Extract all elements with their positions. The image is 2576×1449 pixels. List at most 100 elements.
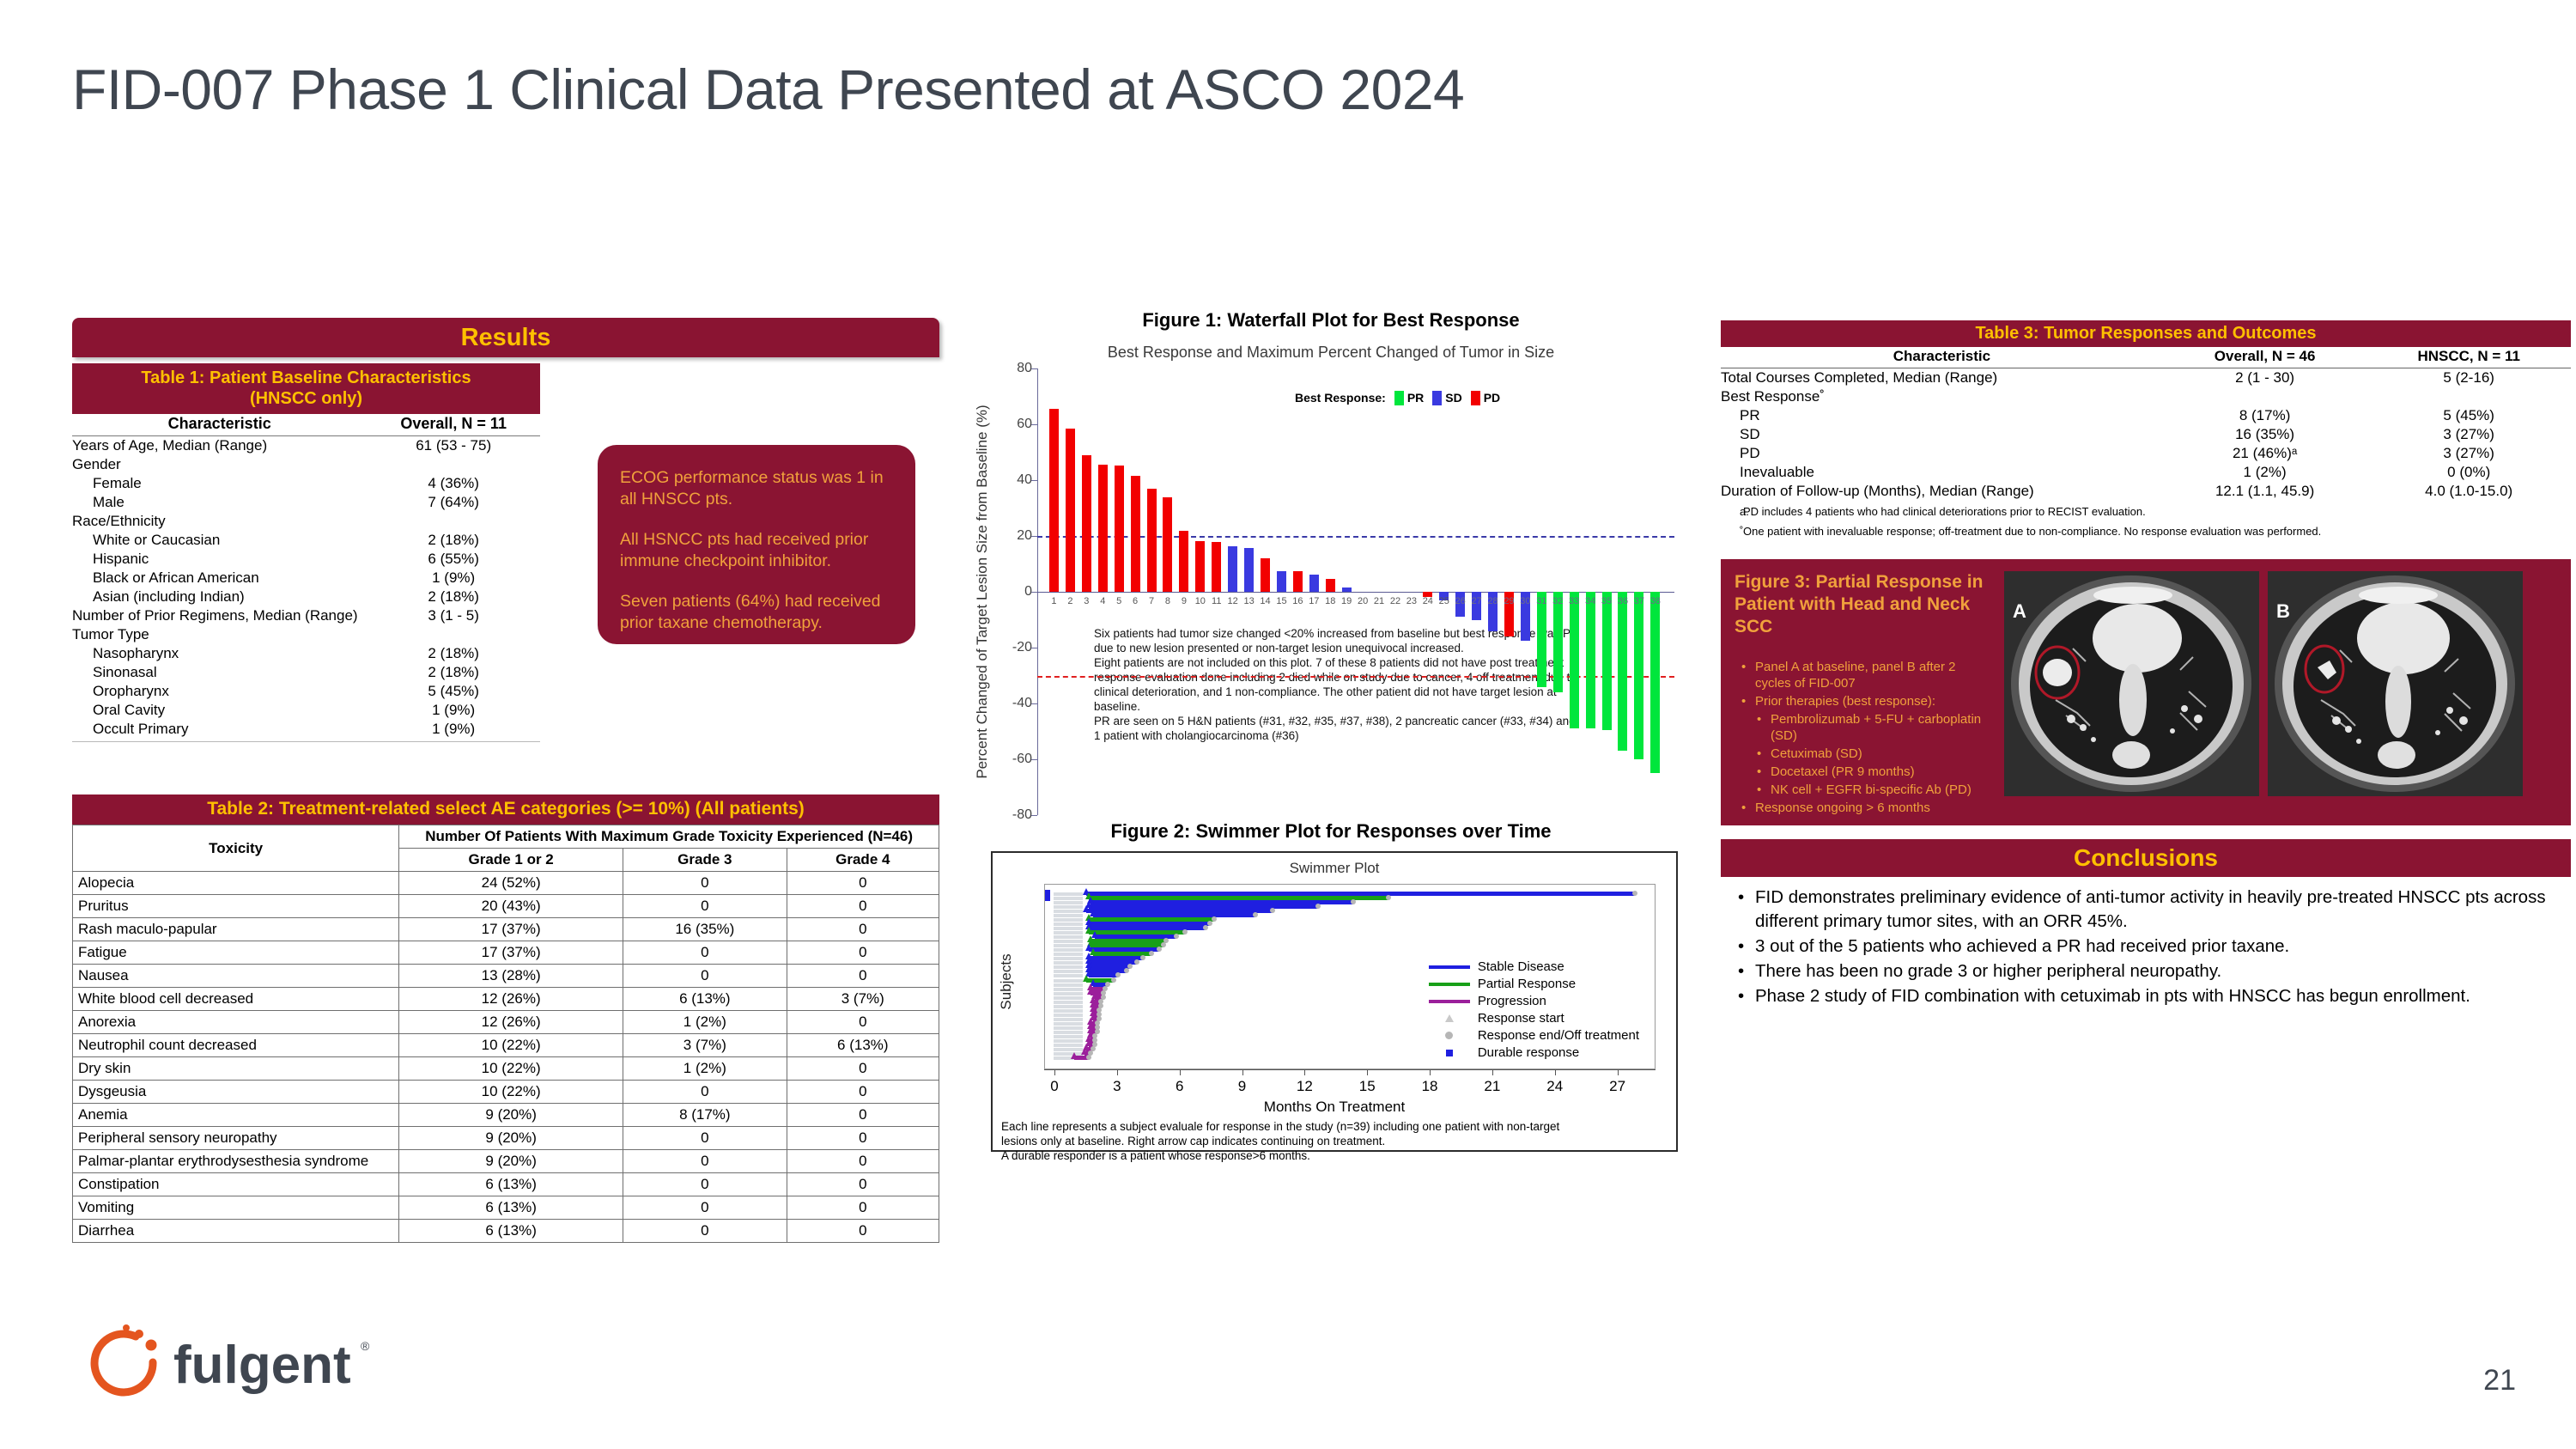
waterfall-x-tick: 28 — [1487, 596, 1498, 606]
waterfall-bar — [1439, 592, 1449, 601]
waterfall-bar — [1488, 592, 1498, 631]
swimmer-baseline-bar — [1054, 892, 1083, 896]
swimmer-bar — [1091, 986, 1106, 991]
swimmer-baseline-bar — [1054, 970, 1083, 974]
swimmer-baseline-bar — [1054, 974, 1083, 978]
table2-head: Toxicity Number Of Patients With Maximum… — [71, 825, 940, 872]
figure3-title: Figure 3: Partial Response in Patient wi… — [1735, 572, 1984, 636]
table2-col-header: Grade 4 — [786, 848, 940, 872]
waterfall-bar — [1179, 530, 1189, 592]
swimmer-baseline-bar — [1054, 983, 1083, 987]
page-number: 21 — [2483, 1364, 2516, 1397]
table2-cell-g4: 0 — [786, 964, 940, 988]
table3-row-label: PD — [1740, 445, 1760, 461]
table1-row-value: 1 (9%) — [432, 569, 476, 586]
waterfall-y-tickmark — [1031, 592, 1037, 593]
swimmer-bar — [1092, 952, 1151, 957]
waterfall-legend-label: PD — [1483, 391, 1501, 405]
table3-cell-overall: 21 (46%)ᵃ — [2232, 445, 2298, 461]
response-start-marker — [1084, 914, 1092, 922]
swimmer-bar — [1092, 982, 1108, 987]
swimmer-x-tick: 3 — [1113, 1078, 1121, 1094]
table-row: Total Courses Completed, Median (Range) 2… — [1721, 368, 2571, 388]
swimmer-baseline-bar — [1054, 1034, 1083, 1038]
waterfall-y-tickmark — [1031, 424, 1037, 425]
table2-cell-g12: 10 (22%) — [398, 1033, 624, 1057]
waterfall-bar — [1504, 592, 1514, 636]
table2-cell-g12: 6 (13%) — [398, 1172, 624, 1196]
waterfall-bar — [1569, 592, 1579, 729]
table3-cell-overall: 2 (1 - 30) — [2235, 369, 2295, 386]
waterfall-bar — [1228, 546, 1238, 592]
waterfall-bar — [1520, 592, 1530, 641]
waterfall-legend-title: Best Response: — [1295, 391, 1386, 405]
table1-row-value: 6 (55%) — [428, 551, 479, 567]
waterfall-legend: Best Response: PR SD PD — [1295, 391, 1500, 405]
table-row: Occult Primary 1 (9%) — [72, 720, 540, 742]
swimmer-legend-label: Progression — [1477, 994, 1546, 1008]
table3-cell-hnscc: 4.0 (1.0-15.0) — [2425, 483, 2513, 499]
waterfall-y-tickmark — [1031, 480, 1037, 481]
table1-row-label: Oral Cavity — [93, 702, 166, 718]
waterfall-x-tick: 29 — [1504, 596, 1515, 606]
swimmer-inner-title: Swimmer Plot — [1289, 860, 1380, 876]
table1-title-line1: Table 1: Patient Baseline Characteristic… — [141, 368, 471, 387]
swimmer-baseline-bar — [1054, 987, 1083, 991]
waterfall-bar — [1048, 409, 1059, 592]
swimmer-bar — [1088, 917, 1214, 922]
swimmer-baseline-bar — [1054, 1030, 1083, 1034]
response-end-marker — [1386, 895, 1392, 901]
waterfall-x-tick: 6 — [1133, 596, 1139, 606]
waterfall-x-tick: 27 — [1471, 596, 1482, 606]
table-row: Gender — [72, 455, 540, 474]
response-end-marker — [1090, 1045, 1096, 1051]
swimmer-x-tickmark — [1554, 1069, 1556, 1075]
swimmer-baseline-bar — [1054, 1043, 1083, 1047]
table2-cell-toxicity: Anorexia — [71, 1010, 400, 1034]
table2-cell-g3: 0 — [623, 1172, 787, 1196]
response-start-marker — [1084, 1034, 1092, 1042]
table3-cell-hnscc: 5 (45%) — [2443, 407, 2494, 423]
table2-cell-toxicity: Rash maculo-papular — [71, 917, 400, 941]
swimmer-baseline-bar — [1054, 940, 1083, 944]
table-row: Anemia 9 (20%) 8 (17%) 0 — [71, 1103, 940, 1127]
swimmer-baseline-bar — [1054, 1056, 1083, 1060]
waterfall-x-tick: 30 — [1520, 596, 1531, 606]
table-row: Dry skin 10 (22%) 1 (2%) 0 — [71, 1056, 940, 1081]
response-end-marker — [1351, 899, 1357, 905]
waterfall-x-tick: 16 — [1292, 596, 1303, 606]
figure2-note-line: A durable responder is a patient whose r… — [1001, 1149, 1310, 1162]
response-start-marker — [1083, 888, 1091, 895]
table2-cell-g3: 0 — [623, 1126, 787, 1150]
table2-cell-toxicity: Anemia — [71, 1103, 400, 1127]
waterfall-x-tick: 21 — [1373, 596, 1385, 606]
table3-cell-overall: 8 (17%) — [2239, 407, 2291, 423]
table3-header-row: Characteristic Overall, N = 46 HNSCC, N = … — [1721, 347, 2571, 368]
swimmer-legend-item: Progression — [1428, 993, 1639, 1010]
response-end-marker — [1094, 1028, 1100, 1034]
table-row: Peripheral sensory neuropathy 9 (20%) 0 0 — [71, 1126, 940, 1150]
waterfall-x-tick: 36 — [1617, 596, 1629, 606]
waterfall-bar — [1276, 570, 1286, 592]
swimmer-baseline-bar — [1054, 1017, 1083, 1021]
response-end-marker — [1173, 934, 1179, 940]
table3-row-label: Best Response˚ — [1721, 388, 1825, 405]
swimmer-baseline-bar — [1054, 957, 1083, 961]
response-start-marker — [1089, 1004, 1097, 1012]
table1-row-label: Male — [93, 494, 125, 510]
figure1-note-line: Eight patients are not included on this … — [1094, 656, 1564, 669]
table1: Characteristic Overall, N = 11 Years of Ag… — [72, 414, 540, 742]
table1-row-value — [367, 625, 540, 644]
table2-cell-g12: 17 (37%) — [398, 917, 624, 941]
waterfall-y-tick: -40 — [1012, 696, 1032, 710]
response-start-marker — [1089, 910, 1097, 917]
waterfall-x-tick: 38 — [1649, 596, 1661, 606]
table2-cell-g4: 0 — [786, 1056, 940, 1081]
outcomes-column: Table 3: Tumor Responses and Outcomes Ch… — [1721, 320, 2571, 1009]
table2-cell-g12: 10 (22%) — [398, 1080, 624, 1104]
swimmer-bar — [1091, 939, 1166, 944]
waterfall-bar — [1650, 592, 1661, 774]
table1-row-value: 3 (1 - 5) — [428, 607, 479, 624]
figure3-bullet: NK cell + EGFR bi-specific Ab (PD) — [1750, 782, 1992, 798]
response-start-marker — [1089, 948, 1097, 956]
